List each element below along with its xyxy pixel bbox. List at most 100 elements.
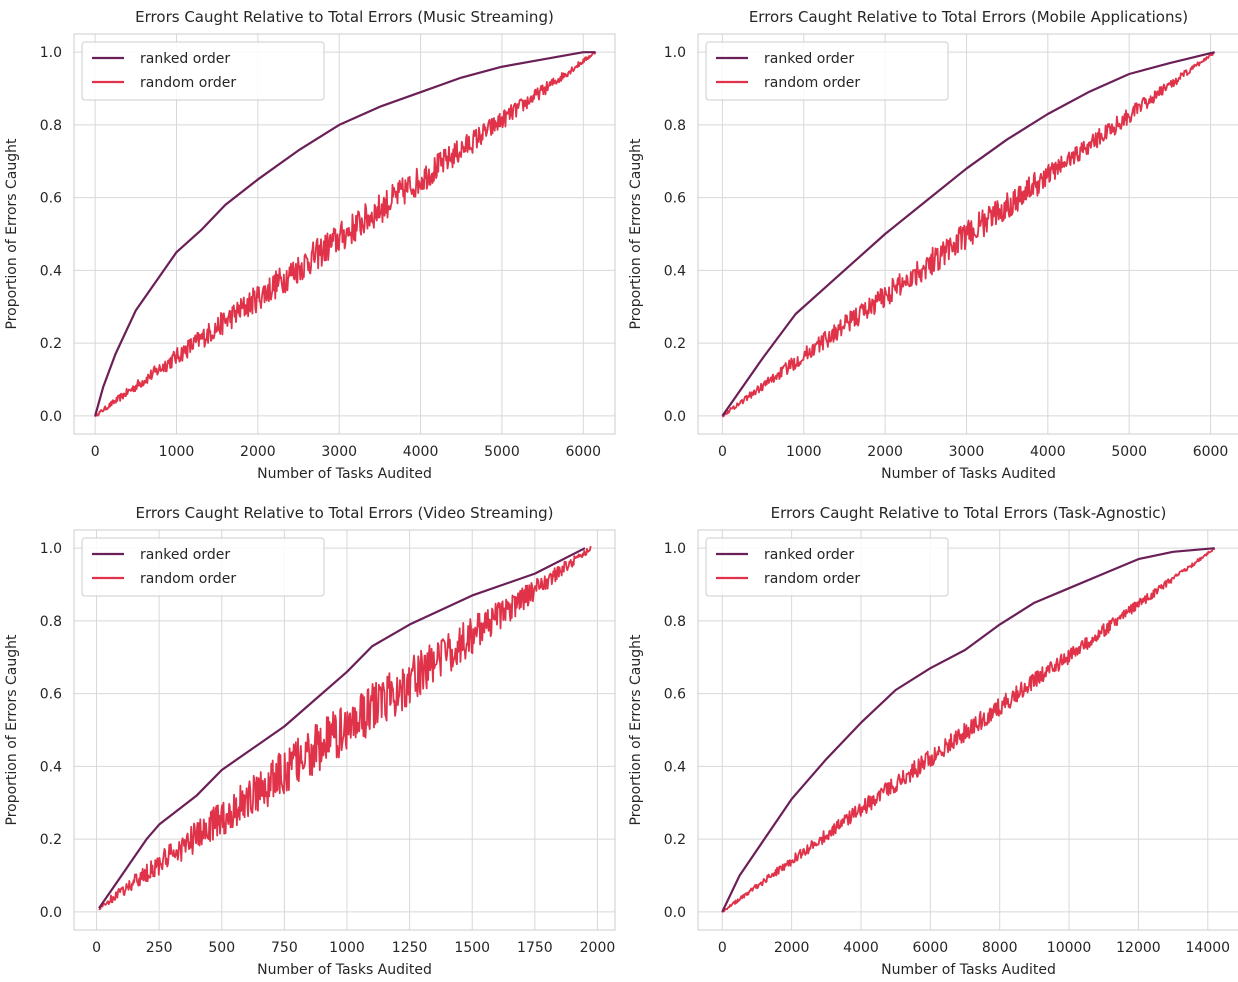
plot-frame <box>697 33 1238 435</box>
y-tick-label: 0.0 <box>664 409 686 425</box>
y-tick-label: 0.4 <box>40 759 62 775</box>
legend-box <box>81 41 325 101</box>
y-tick-label: 0.2 <box>664 832 686 848</box>
plot-frame <box>73 33 616 435</box>
legend: ranked order random order <box>81 41 325 101</box>
legend: ranked order random order <box>705 41 949 101</box>
chart-title: Errors Caught Relative to Total Errors (… <box>771 504 1167 522</box>
x-tick-label: 6000 <box>913 940 949 956</box>
x-tick-label: 0 <box>718 940 727 956</box>
legend-label: random order <box>764 75 860 91</box>
ranked-order-line <box>98 547 586 909</box>
x-tick-label: 4000 <box>843 940 879 956</box>
y-tick-label: 0.8 <box>40 118 62 134</box>
x-tick-label: 500 <box>208 940 235 956</box>
x-tick-label: 1000 <box>786 444 822 460</box>
random-order-line <box>722 51 1216 418</box>
legend-label: random order <box>140 75 236 91</box>
y-tick-label: 0.6 <box>664 687 686 703</box>
y-tick-label: 0.0 <box>664 905 686 921</box>
y-tick-label: 0.2 <box>664 336 686 352</box>
x-tick-label: 6000 <box>565 444 601 460</box>
y-axis-label: Proportion of Errors Caught <box>628 634 644 825</box>
x-tick-label: 3000 <box>949 444 985 460</box>
x-tick-label: 2000 <box>240 444 276 460</box>
random-order-line <box>98 546 592 911</box>
y-tick-label: 0.6 <box>40 687 62 703</box>
ranked-order-line <box>721 51 1215 417</box>
y-tick-label: 0.6 <box>40 191 62 207</box>
x-tick-label: 4000 <box>403 444 439 460</box>
ranked-order-line <box>94 51 596 417</box>
y-tick-label: 0.8 <box>664 614 686 630</box>
chart-panel: 0 1000 2000 3000 4000 5000 6000 0.0 0.2 0.4 0.6 0.8… <box>4 8 616 482</box>
y-tick-label: 1.0 <box>664 45 686 61</box>
x-tick-label: 4000 <box>1030 444 1066 460</box>
legend-label: ranked order <box>764 547 854 563</box>
ranked-order-line <box>721 547 1215 913</box>
x-tick-label: 8000 <box>982 940 1018 956</box>
x-tick-label: 2000 <box>867 444 903 460</box>
x-tick-label: 3000 <box>321 444 357 460</box>
y-tick-label: 0.6 <box>664 191 686 207</box>
legend: ranked order random order <box>705 537 949 597</box>
legend: ranked order random order <box>81 537 325 597</box>
legend-box <box>81 537 325 597</box>
x-tick-label: 6000 <box>1193 444 1229 460</box>
x-tick-label: 250 <box>146 940 173 956</box>
plot-frame <box>73 529 616 931</box>
x-tick-label: 14000 <box>1186 940 1231 956</box>
x-tick-label: 2000 <box>580 940 616 956</box>
x-axis-label: Number of Tasks Audited <box>881 962 1056 978</box>
chart-panel: 0 2000 4000 6000 8000 10000 12000 14000 0.0 0.2 0.… <box>628 504 1238 978</box>
random-order-line <box>721 547 1216 913</box>
x-tick-label: 1250 <box>392 940 428 956</box>
plot-frame <box>697 529 1238 931</box>
random-order-line <box>94 51 597 418</box>
x-tick-label: 1000 <box>329 940 365 956</box>
legend-box <box>705 41 949 101</box>
x-tick-label: 5000 <box>484 444 520 460</box>
y-tick-label: 1.0 <box>40 45 62 61</box>
chart-title: Errors Caught Relative to Total Errors (… <box>749 8 1188 26</box>
y-axis-label: Proportion of Errors Caught <box>4 138 20 329</box>
legend-label: ranked order <box>140 547 230 563</box>
y-tick-label: 0.4 <box>664 263 686 279</box>
chart-panel: 0 250 500 750 1000 1250 1500 1750 2000 0.0 0.2 0.4 0… <box>4 504 616 978</box>
x-tick-label: 5000 <box>1111 444 1147 460</box>
legend-label: random order <box>764 571 860 587</box>
x-tick-label: 2000 <box>774 940 810 956</box>
legend-label: random order <box>140 571 236 587</box>
y-tick-label: 1.0 <box>40 541 62 557</box>
y-tick-label: 0.4 <box>664 759 686 775</box>
chart-title: Errors Caught Relative to Total Errors (… <box>136 504 554 522</box>
x-axis-label: Number of Tasks Audited <box>257 466 432 482</box>
y-tick-label: 0.0 <box>40 409 62 425</box>
x-tick-label: 10000 <box>1047 940 1092 956</box>
x-tick-label: 0 <box>92 940 101 956</box>
legend-label: ranked order <box>140 51 230 67</box>
y-tick-label: 0.8 <box>664 118 686 134</box>
x-axis-label: Number of Tasks Audited <box>881 466 1056 482</box>
y-tick-label: 1.0 <box>664 541 686 557</box>
chart-title: Errors Caught Relative to Total Errors (… <box>135 8 554 26</box>
y-axis-label: Proportion of Errors Caught <box>4 634 20 825</box>
y-tick-label: 0.0 <box>40 905 62 921</box>
legend-label: ranked order <box>764 51 854 67</box>
x-tick-label: 750 <box>271 940 298 956</box>
y-axis-label: Proportion of Errors Caught <box>628 138 644 329</box>
y-tick-label: 0.4 <box>40 263 62 279</box>
x-axis-label: Number of Tasks Audited <box>257 962 432 978</box>
x-tick-label: 0 <box>91 444 100 460</box>
x-tick-label: 12000 <box>1116 940 1161 956</box>
x-tick-label: 1500 <box>454 940 490 956</box>
y-tick-label: 0.2 <box>40 336 62 352</box>
y-tick-label: 0.2 <box>40 832 62 848</box>
x-tick-label: 0 <box>718 444 727 460</box>
chart-panel: 0 1000 2000 3000 4000 5000 6000 0.0 0.2 0.4 0.6 0.8… <box>628 8 1238 482</box>
legend-box <box>705 537 949 597</box>
y-tick-label: 0.8 <box>40 614 62 630</box>
x-tick-label: 1000 <box>159 444 195 460</box>
x-tick-label: 1750 <box>517 940 553 956</box>
